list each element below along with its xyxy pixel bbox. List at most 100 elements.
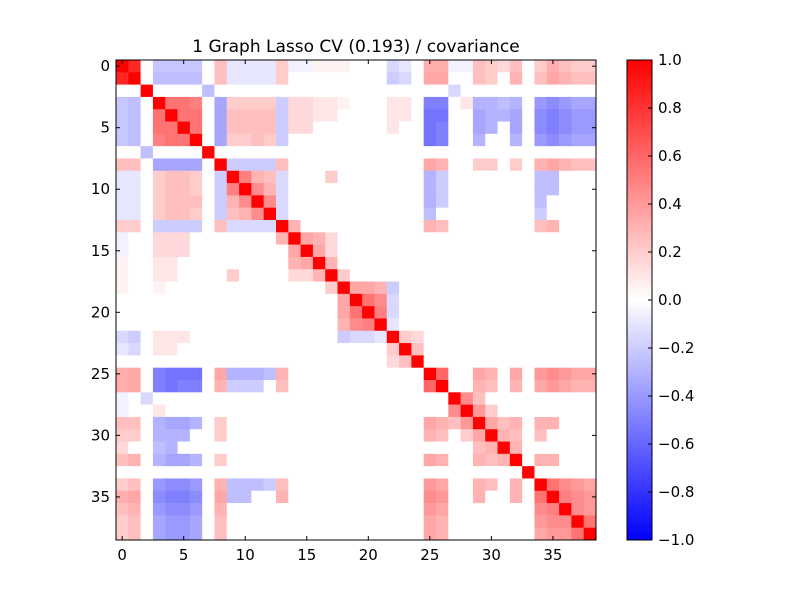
- heatmap-cell: [448, 256, 461, 270]
- heatmap-cell: [399, 380, 412, 393]
- heatmap-cell: [411, 133, 424, 147]
- heatmap-cell: [251, 207, 264, 221]
- heatmap-cell: [436, 121, 449, 135]
- heatmap-cell: [497, 355, 511, 368]
- heatmap-cell: [251, 133, 264, 147]
- heatmap-cell: [436, 84, 449, 98]
- heatmap-cell: [239, 121, 252, 135]
- heatmap-cell: [583, 84, 597, 98]
- heatmap-cell: [312, 490, 326, 504]
- heatmap-cell: [559, 232, 572, 245]
- heatmap-cell: [214, 306, 228, 319]
- heatmap-cell: [177, 96, 191, 110]
- heatmap-cell: [534, 527, 548, 541]
- heatmap-cell: [214, 207, 228, 221]
- heatmap-cell: [534, 429, 548, 442]
- heatmap-cell: [522, 256, 535, 270]
- heatmap-cell: [140, 256, 154, 270]
- heatmap-cell: [152, 466, 166, 479]
- heatmap-cell: [116, 244, 129, 258]
- heatmap-cell: [423, 121, 437, 135]
- heatmap-cell: [312, 146, 326, 159]
- heatmap-cell: [571, 416, 584, 430]
- heatmap-cell: [472, 121, 486, 135]
- heatmap-cell: [325, 244, 338, 258]
- heatmap-cell: [399, 269, 412, 282]
- heatmap-cell: [571, 281, 584, 295]
- heatmap-cell: [226, 404, 240, 418]
- heatmap-cell: [448, 343, 461, 356]
- heatmap-cell: [263, 84, 277, 98]
- heatmap-cell: [386, 343, 400, 356]
- heatmap-cell: [472, 293, 486, 307]
- heatmap-cell: [226, 269, 240, 282]
- heatmap-cell: [571, 478, 584, 492]
- heatmap-cell: [189, 429, 203, 442]
- heatmap-cell: [251, 527, 264, 541]
- heatmap-cell: [337, 84, 351, 98]
- heatmap-cell: [509, 269, 523, 282]
- heatmap-cell: [423, 195, 437, 208]
- heatmap-cell: [374, 281, 388, 295]
- heatmap-cell: [436, 293, 449, 307]
- heatmap-cell: [177, 453, 191, 467]
- heatmap-cell: [325, 355, 338, 368]
- heatmap-cell: [202, 96, 215, 110]
- heatmap-cell: [288, 527, 301, 541]
- heatmap-cell: [165, 84, 178, 98]
- heatmap-cell: [571, 60, 584, 73]
- heatmap-cell: [239, 146, 252, 159]
- heatmap-cell: [263, 281, 277, 295]
- heatmap-cell: [251, 478, 264, 492]
- heatmap-cell: [214, 84, 228, 98]
- heatmap-cell: [251, 416, 264, 430]
- heatmap-cell: [165, 232, 178, 245]
- heatmap-cell: [423, 515, 437, 528]
- heatmap-cell: [202, 380, 215, 393]
- heatmap-cell: [472, 146, 486, 159]
- heatmap-cell: [546, 343, 560, 356]
- heatmap-cell: [214, 380, 228, 393]
- heatmap-cell: [411, 232, 424, 245]
- heatmap-cell: [288, 220, 301, 233]
- heatmap-cell: [226, 367, 240, 381]
- heatmap-cell: [325, 232, 338, 245]
- heatmap-cell: [165, 306, 178, 319]
- heatmap-cell: [165, 490, 178, 504]
- heatmap-cell: [116, 343, 129, 356]
- heatmap-cell: [349, 503, 363, 516]
- heatmap-cell: [411, 84, 424, 98]
- heatmap-cell: [485, 84, 498, 98]
- heatmap-cell: [152, 84, 166, 98]
- heatmap-cell: [116, 429, 129, 442]
- heatmap-cell: [128, 503, 141, 516]
- heatmap-cell: [337, 170, 351, 184]
- heatmap-cell: [214, 220, 228, 233]
- heatmap-cell: [177, 146, 191, 159]
- heatmap-cell: [411, 404, 424, 418]
- heatmap-cell: [399, 232, 412, 245]
- heatmap-cell: [485, 195, 498, 208]
- heatmap-cell: [583, 416, 597, 430]
- heatmap-cell: [288, 515, 301, 528]
- heatmap-cell: [325, 367, 338, 381]
- heatmap-cell: [423, 306, 437, 319]
- heatmap-cell: [300, 232, 314, 245]
- heatmap-cell: [288, 84, 301, 98]
- heatmap-cell: [202, 281, 215, 295]
- heatmap-cell: [448, 466, 461, 479]
- heatmap-cell: [288, 343, 301, 356]
- heatmap-cell: [522, 453, 535, 467]
- heatmap-cell: [263, 220, 277, 233]
- heatmap-cell: [251, 343, 264, 356]
- heatmap-cell: [497, 392, 511, 405]
- heatmap-cell: [300, 380, 314, 393]
- heatmap-cell: [509, 318, 523, 332]
- heatmap-cell: [251, 404, 264, 418]
- heatmap-cell: [460, 330, 474, 344]
- heatmap-cell: [165, 96, 178, 110]
- heatmap-cell: [534, 195, 548, 208]
- heatmap-cell: [374, 306, 388, 319]
- y-tick-label: 5: [100, 119, 110, 137]
- heatmap-cell: [485, 515, 498, 528]
